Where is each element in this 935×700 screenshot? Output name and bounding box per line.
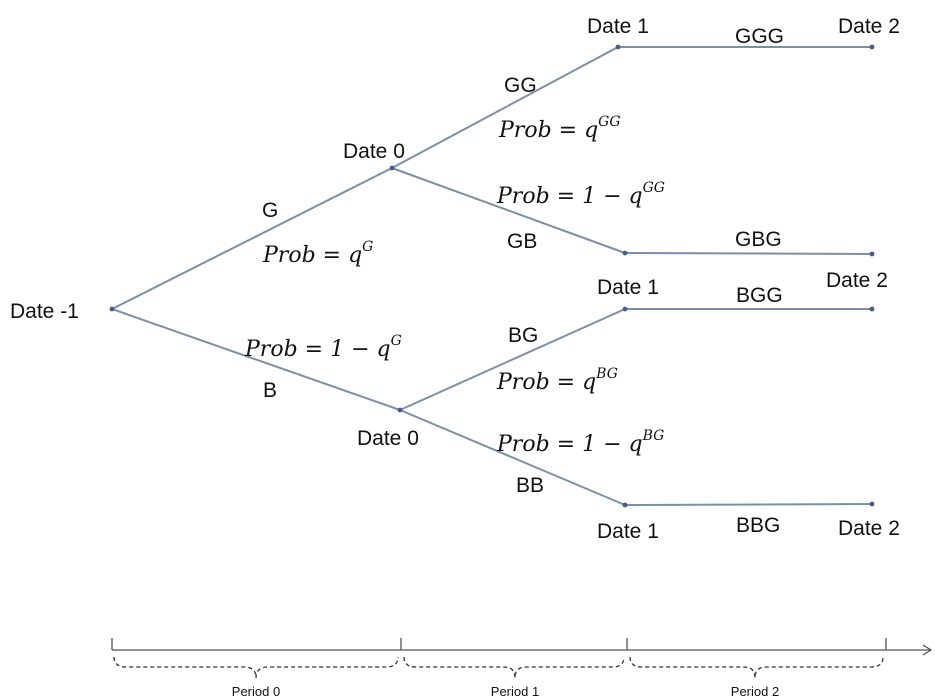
prob-bb-rhs: 1 − q [582,432,643,457]
label-branch-gb: GB [507,230,537,253]
period-brace-1 [404,657,624,678]
prob-g-sup: G [362,239,373,255]
prob-bb-lhs: Prob [496,432,550,457]
prob-gb-lhs: Prob [496,184,550,209]
prob-label-gg: Prob = qGG [498,114,621,143]
label-branch-b: B [263,379,277,402]
label-date-bbg-end: Date 2 [838,517,900,540]
branch-g [112,168,392,309]
label-branch-bb: BB [516,474,544,497]
prob-bg-lhs: Prob [496,370,550,395]
branch-bb [400,410,625,505]
node-bgg-end [870,307,875,312]
period-labels: Period 0 Period 1 Period 2 [232,684,779,699]
prob-label-b: Prob = 1 − qG [244,333,402,362]
branch-labels: G B GG GB BG BB GGG GBG BGG BBG [262,25,784,537]
prob-gb-sup: GG [643,180,665,196]
prob-label-bg: Prob = qBG [496,366,618,395]
prob-gg-rhs: q [584,118,598,143]
node-bbg-end [870,502,875,507]
label-branch-bgg: BGG [736,284,783,307]
node-bg [623,307,628,312]
node-gb [623,251,628,256]
node-ggg-end [870,45,875,50]
node-root [110,307,115,312]
label-branch-bg: BG [508,324,538,347]
branch-gg [392,47,618,168]
label-date-b-node: Date 0 [357,427,419,450]
period-brace-2 [630,657,883,678]
timeline-axis [112,638,931,655]
label-date-bg-node: Date 1 [597,276,659,299]
prob-gb-rhs: 1 − q [582,184,643,209]
node-b [398,408,403,413]
prob-label-bb: Prob = 1 − qBG [496,428,664,457]
node-g [390,166,395,171]
prob-gg-lhs: Prob [498,118,552,143]
prob-b-lhs: Prob [244,337,298,362]
label-branch-ggg: GGG [735,25,784,48]
branch-gbg [625,253,872,254]
prob-bg-rhs: q [582,370,596,395]
label-date-bb-node: Date 1 [597,520,659,543]
label-branch-gbg: GBG [735,228,782,251]
period-brace-0 [114,657,398,678]
prob-g-rhs: q [348,243,362,268]
label-date-g-node: Date 0 [343,140,405,163]
label-date-root: Date -1 [10,300,79,323]
branch-bbg [625,504,872,505]
label-date-gg-node: Date 1 [587,15,649,38]
period-label-1: Period 1 [491,684,539,699]
prob-gg-sup: GG [598,114,620,130]
label-branch-gg: GG [504,74,537,97]
label-branch-bbg: BBG [736,514,780,537]
node-gg [616,45,621,50]
period-braces [114,657,883,678]
period-label-0: Period 0 [232,684,280,699]
prob-bg-sup: BG [595,366,618,382]
prob-bb-sup: BG [642,428,665,444]
node-bb [623,503,628,508]
prob-g-lhs: Prob [262,243,316,268]
date-labels: Date -1 Date 0 Date 0 Date 1 Date 1 Date… [10,15,900,543]
label-date-ggg-end: Date 2 [838,15,900,38]
tree-branches [112,47,872,505]
prob-label-g: Prob = qG [262,239,373,268]
label-branch-g: G [262,199,278,222]
prob-b-sup: G [391,333,402,349]
period-label-2: Period 2 [731,684,779,699]
prob-label-gb: Prob = 1 − qGG [496,180,665,209]
node-gbg-end [870,252,875,257]
label-date-gbg-end: Date 2 [826,269,888,292]
prob-b-rhs: 1 − q [330,337,391,362]
